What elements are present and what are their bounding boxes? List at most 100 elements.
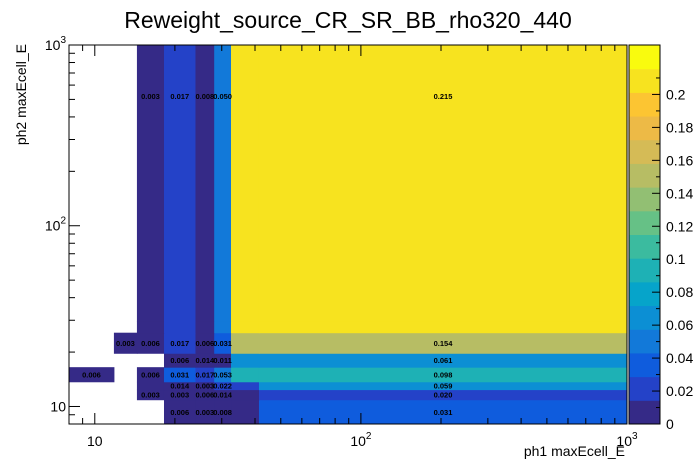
heatmap-cell	[136, 321, 165, 334]
cell-value-label: 0.006	[195, 339, 214, 348]
tick-labels: 10 102 103 10 102 103	[45, 35, 638, 449]
cell-value-label: 0.154	[434, 339, 454, 348]
colorbar-tick-label: 0.06	[666, 317, 693, 333]
cell-value-label: 0.003	[116, 339, 135, 348]
heatmap-cell	[214, 367, 232, 383]
heatmap-cell	[195, 321, 215, 334]
colorbar-band	[629, 210, 660, 235]
heatmap-cell	[195, 399, 215, 425]
cell-value-label: 0.014	[213, 391, 233, 400]
heatmap-cell	[136, 389, 165, 401]
heatmap-cell	[214, 399, 232, 425]
cell-value-label: 0.050	[213, 92, 232, 101]
heatmap-cell	[231, 389, 260, 401]
colorbar-tick-label: 0.18	[666, 119, 693, 135]
cell-value-label: 0.022	[213, 382, 232, 391]
colorbar-frame	[628, 44, 661, 425]
x-tick-label: 102	[350, 431, 372, 449]
cell-value-label: 0.017	[170, 92, 189, 101]
colorbar-band	[629, 281, 660, 307]
heatmap-cell	[163, 332, 196, 354]
cell-value-label: 0.053	[213, 370, 232, 379]
cell-value-label: 0.003	[141, 391, 160, 400]
heatmap-cell	[195, 381, 215, 391]
heatmap-cell	[231, 321, 260, 334]
colorbar-tick-label: 0.2	[666, 86, 686, 102]
cell-value-label: 0.061	[434, 356, 453, 365]
heatmap-cell	[195, 332, 215, 354]
heatmap-cell	[258, 45, 628, 322]
colorbar-tick-label: 0.04	[666, 350, 693, 366]
x-axis-label: ph1 maxEcell_E	[524, 443, 625, 459]
heatmap-cell	[214, 332, 232, 354]
colorbar-band	[629, 376, 660, 401]
colorbar-tick-label: 0.02	[666, 383, 693, 399]
colorbar-tick-label: 0.16	[666, 152, 693, 168]
cell-value-label: 0.215	[434, 92, 453, 101]
heatmap-cell	[231, 332, 260, 354]
x-tick-label: 103	[616, 431, 638, 449]
colorbar-band	[629, 258, 660, 283]
cell-value-label: 0.003	[170, 391, 189, 400]
heatmap-cell	[214, 353, 232, 368]
y-tick-label: 103	[45, 35, 67, 53]
heatmap-cell	[231, 367, 260, 383]
heatmap-cell	[231, 353, 260, 368]
heatmap-cell	[231, 45, 260, 322]
y-axis-label: ph2 maxEcell_E	[13, 44, 29, 145]
heatmap-cell	[195, 353, 215, 368]
heatmap-cell	[258, 381, 628, 391]
colorbar-band	[629, 234, 660, 259]
heatmap-cell	[214, 45, 232, 322]
colorbar-band	[629, 163, 660, 188]
cell-value-label: 0.031	[434, 408, 453, 417]
axis-ticks	[68, 44, 628, 425]
heatmap-cell	[258, 321, 628, 334]
cell-value-label: 0.031	[170, 370, 189, 379]
cell-value-label: 0.003	[195, 408, 214, 417]
cell-value-label: 0.003	[141, 92, 160, 101]
colorbar-band	[629, 92, 660, 117]
cell-value-label: 0.006	[141, 339, 160, 348]
colorbar-band	[629, 329, 660, 354]
heatmap-cell	[136, 332, 165, 354]
cell-value-label: 0.003	[195, 382, 214, 391]
heatmap-cell	[163, 353, 196, 368]
cell-value-label: 0.006	[170, 408, 189, 417]
colorbar-band	[629, 187, 660, 212]
heatmap-cell	[163, 367, 196, 383]
colorbar-tick-label: 0.1	[666, 251, 686, 267]
heatmap-cell	[163, 381, 196, 391]
heatmap-cell	[136, 367, 165, 383]
y-tick-label: 10	[50, 398, 66, 414]
colorbar-tick-label: 0.08	[666, 284, 693, 300]
heatmap-cell	[258, 332, 628, 354]
cell-value-label: 0.006	[195, 391, 214, 400]
heatmap-cell	[231, 381, 260, 391]
cell-value-label: 0.014	[170, 382, 190, 391]
cell-value-label: 0.006	[170, 356, 189, 365]
cell-value-label: 0.017	[195, 370, 214, 379]
heatmap-cell	[136, 381, 165, 391]
heatmap-cell	[195, 45, 215, 322]
heatmap-cells	[69, 45, 628, 425]
heatmap-cell	[163, 399, 196, 425]
x-tick-label: 10	[87, 433, 103, 449]
colorbar-band	[629, 352, 660, 378]
colorbar-ticks: 0 0.02 0.04 0.06 0.08 0.1 0.12 0.14 0.16 0.18 0.2	[652, 44, 693, 432]
heatmap-cell	[258, 399, 628, 425]
heatmap-cell	[136, 45, 165, 322]
y-tick-label: 102	[45, 216, 67, 234]
cell-value-label: 0.020	[434, 391, 453, 400]
heatmap-cell	[258, 353, 628, 368]
heatmap-cell	[113, 332, 138, 354]
cell-value-label: 0.014	[195, 356, 215, 365]
colorbar-tick-label: 0.12	[666, 218, 693, 234]
heatmap-cell	[195, 367, 215, 383]
colorbar-band	[629, 305, 660, 330]
heatmap-cell	[195, 389, 215, 401]
cell-value-label: 0.011	[213, 356, 231, 365]
heatmap-cell	[258, 367, 628, 383]
